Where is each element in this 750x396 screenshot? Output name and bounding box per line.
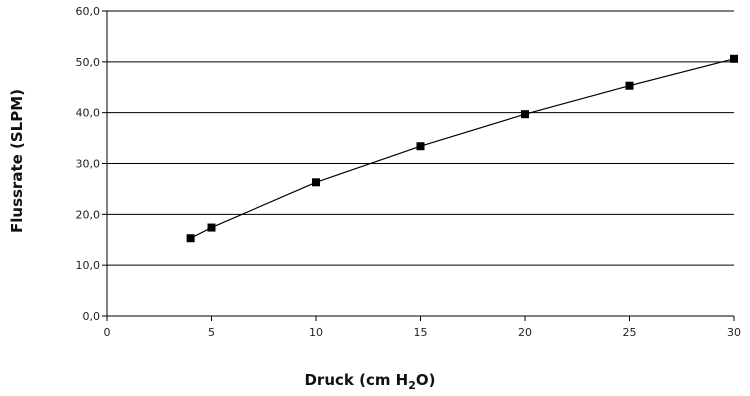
y-tick-label: 30,0: [76, 158, 101, 171]
data-point-marker: [186, 234, 195, 243]
gridlines: [107, 10, 734, 266]
data-point-marker: [207, 223, 216, 232]
data-point-marker: [312, 178, 320, 187]
y-tick-label: 0,0: [83, 310, 101, 323]
series-layer: [186, 54, 738, 243]
y-tick-label: 20,0: [76, 208, 101, 221]
x-axis-title-main: Druck (cm H: [304, 371, 408, 389]
x-tick-label: 15: [414, 326, 428, 339]
x-tick-label: 25: [623, 326, 637, 339]
y-axis-title: Flussrate (SLPM): [8, 89, 26, 233]
x-axis-title: Druck (cm H2O): [304, 371, 435, 392]
data-point-marker: [730, 54, 738, 63]
x-tick-label: 10: [309, 326, 323, 339]
y-tick-label: 60,0: [76, 5, 101, 18]
data-point-marker: [416, 142, 425, 151]
series-line: [190, 58, 735, 239]
y-axis-ticks: 0,0 10,0 20,0 30,0 40,0 50,0 60,0: [76, 5, 107, 323]
x-axis-ticks: 0 5 10 15 20 25 30: [104, 316, 741, 339]
x-tick-label: 0: [104, 326, 111, 339]
x-axis-title-subscript: 2: [408, 379, 416, 392]
y-tick-label: 40,0: [76, 107, 101, 120]
x-tick-label: 30: [727, 326, 741, 339]
x-axis-title-end: O): [416, 371, 436, 389]
data-point-marker: [625, 81, 634, 90]
y-tick-label: 50,0: [76, 56, 101, 69]
x-tick-label: 20: [518, 326, 532, 339]
x-tick-label: 5: [208, 326, 215, 339]
y-tick-label: 10,0: [76, 259, 101, 272]
data-point-marker: [521, 110, 529, 119]
